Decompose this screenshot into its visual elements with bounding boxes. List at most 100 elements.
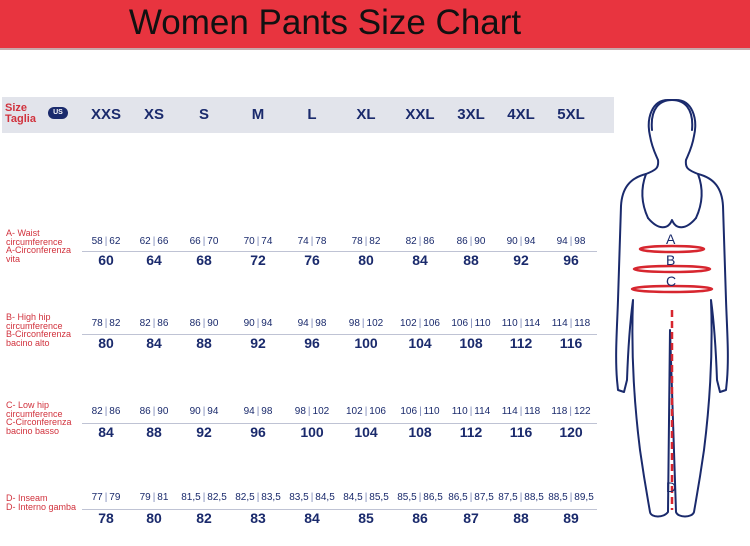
pair-separator: |: [469, 492, 473, 503]
us-size-value: 108: [459, 335, 483, 351]
eu-min-value: 88,5: [548, 492, 568, 503]
eu-min-value: 58: [91, 236, 103, 247]
us-size-value: 86: [412, 510, 428, 526]
pair-separator: |: [419, 406, 422, 417]
row-label-line: vita: [6, 253, 21, 264]
eu-measure-pair: 86,5 | 87,5: [441, 492, 501, 503]
row-label: A- Waist circumference A-Circonferenza vita: [6, 229, 71, 263]
eu-measure-pair: 106 | 110: [390, 406, 450, 417]
us-size-value: 80: [98, 335, 114, 351]
us-size-value: 100: [354, 335, 378, 351]
eu-measure-pair: 82 | 86: [76, 406, 136, 417]
eu-max-value: 86: [109, 406, 121, 417]
eu-max-value: 83,5: [261, 492, 281, 503]
us-badge: US: [48, 107, 68, 119]
eu-max-value: 122: [573, 406, 591, 417]
eu-min-value: 77: [91, 492, 103, 503]
size-label-line1: Size: [5, 102, 28, 114]
pair-separator: |: [569, 492, 573, 503]
eu-max-value: 102: [366, 318, 384, 329]
eu-max-value: 85,5: [369, 492, 389, 503]
eu-min-value: 87,5: [498, 492, 518, 503]
eu-max-value: 66: [157, 236, 169, 247]
us-size-value: 84: [146, 335, 162, 351]
eu-min-value: 106: [400, 406, 418, 417]
us-size-value: 100: [300, 424, 324, 440]
pair-separator: |: [152, 492, 156, 503]
eu-max-value: 86: [423, 236, 435, 247]
us-size-value: 72: [250, 252, 266, 268]
eu-max-value: 82,5: [207, 492, 227, 503]
eu-max-value: 82: [109, 318, 121, 329]
size-column-header: L: [307, 106, 317, 123]
eu-max-value: 81: [157, 492, 169, 503]
pair-separator: |: [569, 236, 573, 247]
us-size-value: 104: [408, 335, 432, 351]
eu-min-value: 94: [297, 318, 309, 329]
eu-min-value: 85,5: [397, 492, 417, 503]
eu-max-value: 94: [524, 236, 536, 247]
pair-separator: |: [418, 318, 422, 329]
row-label: D- Inseam D- Interno gamba: [6, 494, 76, 511]
eu-min-value: 90: [243, 318, 255, 329]
size-column-header: XS: [143, 106, 164, 123]
pair-separator: |: [469, 406, 473, 417]
row-label-line: C- Low hip: [6, 400, 50, 410]
eu-measure-pair: 102 | 106: [390, 318, 450, 329]
eu-max-value: 70: [207, 236, 219, 247]
us-size-value: 112: [509, 335, 533, 351]
eu-max-value: 98: [574, 236, 586, 247]
eu-max-value: 86: [157, 318, 169, 329]
size-column-header: M: [251, 106, 265, 123]
eu-max-value: 74: [261, 236, 273, 247]
row-label-line: bacino basso: [6, 425, 60, 436]
eu-measure-pair: 78 | 82: [336, 236, 396, 247]
pair-separator: |: [152, 236, 156, 247]
us-size-value: 80: [146, 510, 162, 526]
eu-min-value: 114: [551, 318, 568, 329]
eu-max-value: 88,5: [524, 492, 544, 503]
us-size-value: 83: [250, 510, 266, 526]
figure-label-a: A: [666, 231, 676, 247]
row-label-line: C-Circonferenza: [6, 417, 72, 428]
us-size-value: 88: [513, 510, 529, 526]
us-size-value: 112: [459, 424, 483, 440]
pair-separator: |: [470, 318, 473, 329]
pair-separator: |: [418, 492, 422, 503]
pair-separator: |: [256, 406, 260, 417]
eu-min-value: 98: [294, 406, 306, 417]
eu-measure-pair: 86 | 90: [174, 318, 234, 329]
size-column-header: XL: [356, 106, 376, 123]
row-label: C- Low hip circumference C-Circonferenza ba…: [6, 401, 72, 435]
eu-max-value: 78: [315, 236, 327, 247]
shoulder-line-right: [695, 173, 703, 219]
eu-measure-pair: 81,5 | 82,5: [174, 492, 234, 503]
pair-separator: |: [418, 236, 422, 247]
eu-max-value: 90: [474, 236, 486, 247]
eu-measure-pair: 88,5 | 89,5: [541, 492, 601, 503]
eu-measure-pair: 82,5 | 83,5: [228, 492, 288, 503]
waist-measure-line: [638, 244, 706, 254]
eu-min-value: 86: [456, 236, 468, 247]
eu-min-value: 82,5: [235, 492, 255, 503]
eu-min-value: 81,5: [181, 492, 201, 503]
eu-min-value: 66: [189, 236, 201, 247]
eu-max-value: 118: [524, 406, 541, 417]
row-label-line: B- High hip: [6, 312, 51, 322]
eu-measure-pair: 102 | 106: [336, 406, 396, 417]
figure-label-c: C: [666, 273, 676, 289]
eu-measure-pair: 90 | 94: [491, 236, 551, 247]
row-divider: [82, 251, 597, 252]
us-size-value: 82: [196, 510, 212, 526]
eu-min-value: 102: [346, 406, 363, 417]
eu-measure-pair: 98 | 102: [336, 318, 396, 329]
us-size-value: 108: [408, 424, 432, 440]
hair-outline: [650, 99, 694, 131]
figure-label-d: D: [666, 479, 676, 495]
eu-measure-pair: 74 | 78: [282, 236, 342, 247]
size-column-header: 4XL: [507, 106, 535, 123]
pair-separator: |: [364, 406, 368, 417]
eu-measure-pair: 106 | 110: [441, 318, 501, 329]
us-size-value: 116: [509, 424, 533, 440]
us-size-value: 87: [463, 510, 479, 526]
